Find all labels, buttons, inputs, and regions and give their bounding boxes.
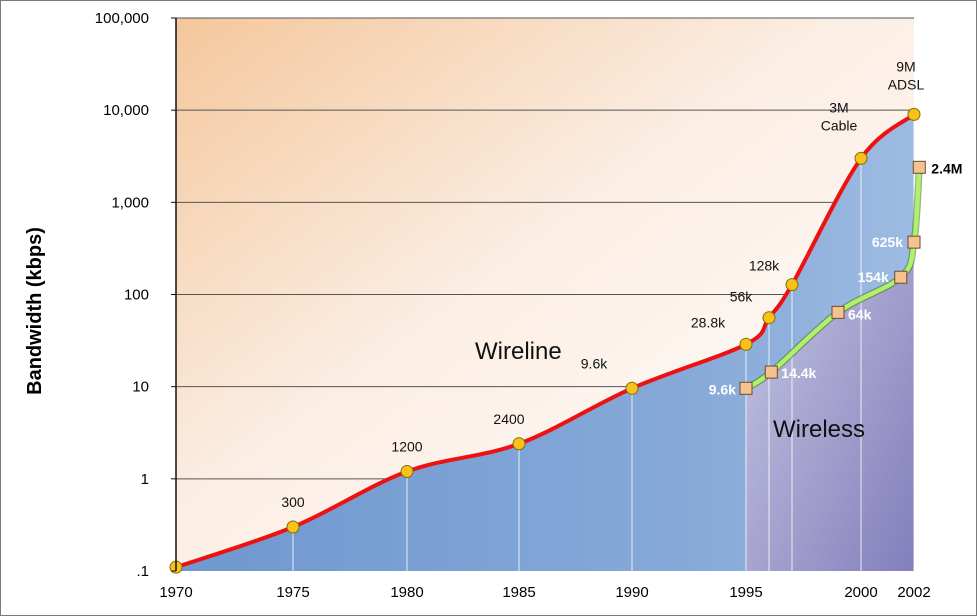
x-tick-label: 1985 [502,584,535,601]
data-point-wireless [764,365,778,379]
data-label-wireline: 300 [281,494,305,510]
y-tick-label: 1,000 [111,194,149,211]
data-label-wireline: 2400 [493,411,524,427]
data-point-wireline [907,107,921,121]
data-point-wireline [785,278,799,292]
y-axis-title: Bandwidth (kbps) [24,227,46,395]
data-label-wireless: 9.6k [709,381,736,397]
data-point-wireline [739,337,753,351]
data-point-wireless [912,160,926,174]
data-point-wireline [854,151,868,165]
data-label-wireless: 14.4k [781,365,816,381]
data-point-wireless [907,235,921,249]
grid-lines [176,17,914,480]
area-fills [176,114,914,571]
x-tick-label: 2000 [844,584,877,601]
wireless-area [746,242,914,571]
data-label-wireline: ADSL [888,76,925,92]
wireline-area [176,114,914,571]
y-tick-label: 10,000 [103,102,149,119]
y-tick-label: 100 [124,287,149,304]
data-label-wireline: 28.8k [691,314,726,330]
data-label-wireless: 154k [858,269,889,285]
data-label-wireline: 56k [730,289,754,305]
data-label-wireline: 9M [896,58,915,74]
y-tick-label: .1 [136,563,149,580]
data-point-wireless [739,381,753,395]
data-point-wireline [286,520,300,534]
x-tick-label: 1970 [159,584,192,601]
x-tick-label: 2002 [897,584,930,601]
data-label-wireless: 64k [848,306,872,322]
data-label-wireline: 9.6k [581,355,608,371]
axis-ticks: .1 1 10 100 1,000 10,000 100,000 1970 1975 1980 19… [95,10,931,601]
x-tick-label: 1975 [276,584,309,601]
data-label-wireline: 3M [829,99,848,115]
data-label-wireless: 625k [872,234,903,250]
data-point-wireline [762,311,776,325]
data-point-wireline [400,465,414,479]
series-line-wireline [174,112,916,570]
data-point-wireline [512,437,526,451]
data-label-wireline: Cable [821,117,858,133]
y-tick-label: 1 [141,471,149,488]
y-tick-label: 10 [132,379,149,396]
x-tick-label: 1990 [615,584,648,601]
x-tick-label: 1980 [390,584,423,601]
data-label-wireline: 128k [749,258,780,274]
data-point-wireline [625,381,639,395]
data-label-wireline: 1200 [391,439,422,455]
region-label-wireline: Wireline [475,338,562,365]
y-tick-label: 100,000 [95,10,149,27]
x-tick-label: 1995 [729,584,762,601]
data-point-wireless [894,270,908,284]
data-point-wireless [831,305,845,319]
region-label-wireless: Wireless [773,416,865,443]
data-label-wireless: 2.4M [931,160,962,176]
